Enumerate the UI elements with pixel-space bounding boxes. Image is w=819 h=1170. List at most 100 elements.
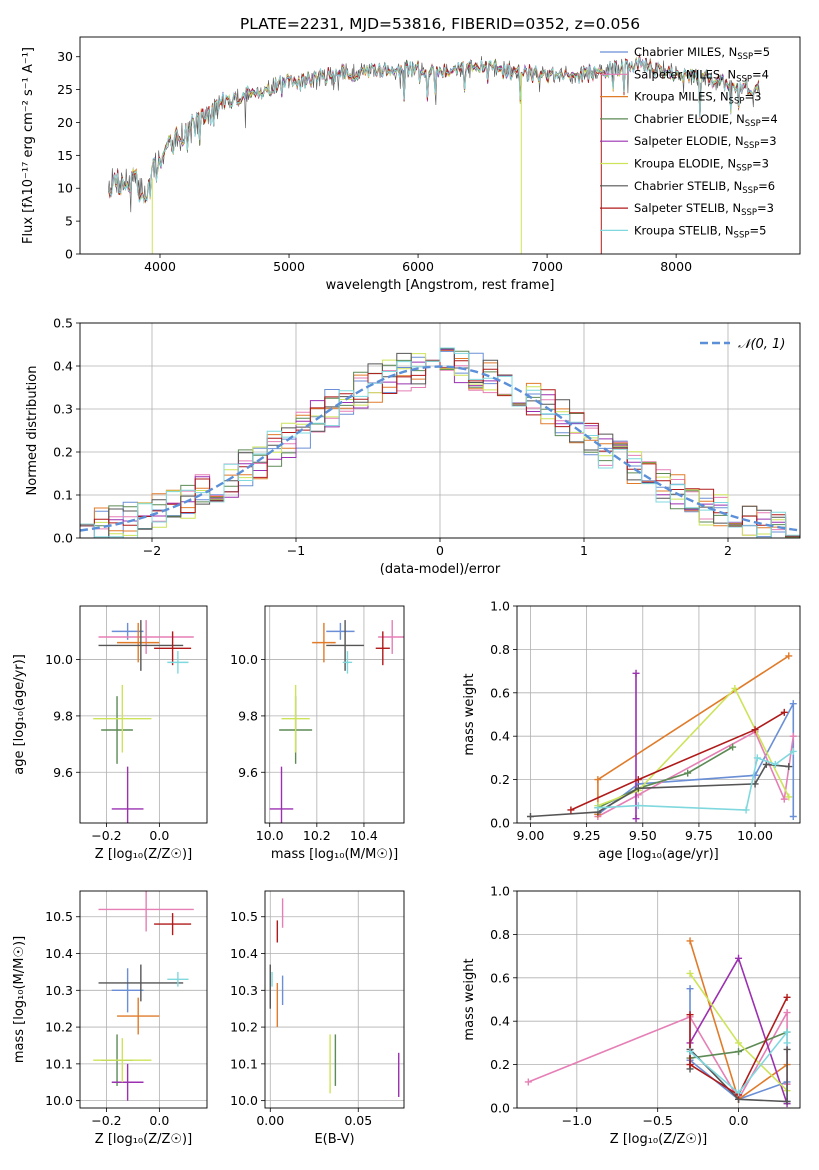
point-kroupa-elodie [93,1038,152,1083]
x-tick-label: −0.5 [643,1113,673,1128]
series-marker [634,784,642,792]
panel-age_vs_mass: 10.0 10.2 10.4 9.6 9.8 10.0 mass [log₁₀(M/M☉)] [230,605,405,862]
y-tick-label: 30 [57,49,73,64]
x-tick-label: 10.00 [737,828,773,843]
series-marker [567,806,575,814]
x-tick-label: 0.0 [149,1113,169,1128]
y-tick-label: 0.2 [490,772,510,787]
residual-legend: 𝒩(0, 1) [700,337,785,352]
x-axis-label: (data-model)/error [380,562,501,577]
y-tick-label: 0.0 [490,1101,510,1116]
series-salpeter-stelib [567,708,788,814]
axes-frame [516,605,801,824]
axes-frame [79,36,801,255]
series-marker [526,812,534,820]
x-tick-label: 9.25 [573,828,601,843]
y-axis-label: mass [log₁₀(M/M☉)] [12,936,27,1063]
series-marker [634,776,642,784]
y-axis-label: mass weight [462,958,477,1040]
axes-frame [516,890,801,1109]
series-line [597,655,790,815]
series-marker [686,969,694,977]
y-tick-label: 0.1 [53,488,73,503]
series-chabrier-stelib [526,760,793,820]
series-marker [789,700,797,708]
panel-weight_vs_age: 9.00 9.25 9.50 9.75 10.00 0.0 0.2 0.4 0.6 0.8 1.0 a… [462,599,801,862]
y-tick-label: 9.8 [238,708,258,723]
x-tick-label: 0.0 [149,828,169,843]
point-salpeter-stelib [154,913,192,936]
y-tick-label: 5 [65,214,73,229]
y-tick-label: 10.2 [45,1020,73,1035]
y-tick-label: 10.3 [45,983,73,998]
y-tick-label: 0.0 [490,816,510,831]
series-marker [789,812,797,820]
axes-frame [264,890,405,1109]
legend-entry: 𝒩(0, 1) [738,337,785,352]
series-marker [780,795,788,803]
y-tick-label: 9.6 [53,765,73,780]
y-tick-label: 0.4 [490,1014,510,1029]
series-salpeter-elodie [632,669,640,823]
point-kroupa-stelib [167,971,189,987]
series-marker [785,793,793,801]
x-tick-label: 0.05 [344,1113,372,1128]
point-kroupa-stelib [167,651,189,674]
x-tick-label: −0.2 [91,1113,121,1128]
x-tick-label: 9.75 [685,828,713,843]
y-tick-label: 0.6 [490,685,510,700]
x-tick-label: 0.00 [256,1113,284,1128]
plot-area [93,891,194,1101]
x-tick-label: 7000 [531,259,563,274]
point-kroupa-stelib [342,651,353,674]
y-tick-label: 0.5 [53,316,73,331]
y-tick-label: 10.0 [230,1093,258,1108]
x-tick-label: 4000 [144,259,176,274]
x-tick-label: 8000 [660,259,692,274]
axes-frame [264,605,405,824]
legend-entry: Chabrier ELODIE, NSSP=4 [634,112,778,129]
histogram-salpeter-stelib [80,360,800,537]
series-marker [731,684,739,692]
series-marker [785,652,793,660]
plot-area [93,620,194,823]
y-tick-label: 10.0 [45,652,73,667]
point-kroupa-miles [117,997,160,1035]
series-salpeter-stelib [686,993,791,1099]
legend-entry: Salpeter MILES, NSSP=4 [634,67,769,84]
panel-mass_vs_Z: −0.2 0.0 10.0 10.1 10.2 10.3 10.4 10.5 Z [log₁₀(… [12,890,208,1147]
y-tick-label: 1.0 [490,884,510,899]
point-salpeter-miles [98,891,194,932]
y-tick-label: 0.2 [53,445,73,460]
y-tick-label: 25 [57,82,73,97]
point-salpeter-stelib [375,631,390,666]
legend-entry: Kroupa MILES, NSSP=3 [634,90,761,107]
series-marker [762,760,770,768]
y-tick-label: 0 [65,247,73,262]
point-kroupa-elodie [93,684,152,753]
series-marker [783,1097,791,1105]
series-marker [686,1011,694,1019]
panel-weight_vs_Z: −1.0 −0.5 0.0 0.0 0.2 0.4 0.6 0.8 1.0 Z [log₁₀(Z/… [462,884,801,1147]
series-marker [783,1039,791,1047]
plot-area [526,652,797,823]
series-marker [729,743,737,751]
x-tick-label: 0.0 [729,1113,749,1128]
series-marker [751,726,759,734]
y-tick-label: 0.4 [490,729,510,744]
y-axis-label: Flux [fλ10⁻¹⁷ erg cm⁻² s⁻¹ A⁻¹] [21,47,36,244]
series-marker [789,732,797,740]
y-tick-label: 9.6 [238,765,258,780]
x-tick-label: −1.0 [562,1113,592,1128]
y-tick-label: 0.8 [490,642,510,657]
point-chabrier-stelib [98,620,184,671]
series-line [689,996,788,1097]
series-kroupa-stelib [594,747,797,814]
y-tick-label: 10.5 [230,909,258,924]
series-marker [524,1078,532,1086]
series-marker [686,1061,694,1069]
y-axis-label: mass weight [462,673,477,755]
series-line [530,763,789,818]
point-salpeter-miles [98,620,194,654]
